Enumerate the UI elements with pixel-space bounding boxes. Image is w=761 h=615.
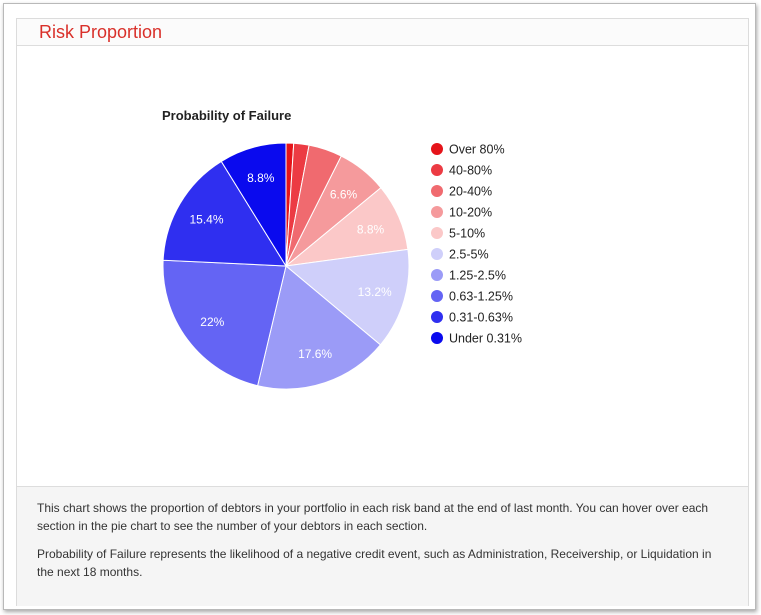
window-frame: Risk Proportion Probability of Failure 6.… — [3, 3, 756, 610]
slice-data-label: 8.8% — [247, 171, 275, 185]
probability-definition: Probability of Failure represents the li… — [37, 547, 712, 579]
legend-marker — [431, 164, 443, 176]
slice-data-label: 8.8% — [357, 223, 385, 237]
risk-proportion-panel: Risk Proportion Probability of Failure 6.… — [16, 18, 749, 606]
chart-description: This chart shows the proportion of debto… — [37, 501, 709, 533]
pie-slice-under-0-31-[interactable] — [220, 142, 287, 268]
pie-slice-0-31-0-63-[interactable] — [162, 160, 287, 267]
slice-data-label: 6.6% — [330, 187, 358, 201]
panel-footer: This chart shows the proportion of debto… — [17, 486, 748, 606]
legend-label[interactable]: Under 0.31% — [449, 332, 522, 346]
legend-label[interactable]: 0.31-0.63% — [449, 311, 513, 325]
legend-label[interactable]: 2.5-5% — [449, 248, 489, 262]
legend-marker — [431, 206, 443, 218]
panel-title: Risk Proportion — [39, 22, 163, 42]
slice-data-label: 15.4% — [189, 213, 223, 227]
legend-label[interactable]: 0.63-1.25% — [449, 290, 513, 304]
panel-header: Risk Proportion — [17, 19, 748, 46]
chart-title: Probability of Failure — [162, 108, 291, 123]
legend-label[interactable]: 40-80% — [449, 164, 492, 178]
pie-slice-1-25-2-5-[interactable] — [257, 265, 382, 390]
legend-marker — [431, 185, 443, 197]
legend-label[interactable]: 5-10% — [449, 227, 485, 241]
legend-marker — [431, 269, 443, 281]
legend-marker — [431, 332, 443, 344]
slice-data-label: 22% — [200, 315, 224, 329]
legend-label[interactable]: 10-20% — [449, 206, 492, 220]
pie-slice-2-5-5-[interactable] — [284, 248, 410, 346]
chart-area: Probability of Failure 6.6% 8.8% 13.2% 17.6%… — [17, 46, 748, 486]
legend-marker — [431, 227, 443, 239]
slice-data-label: 17.6% — [298, 347, 332, 361]
legend-marker — [431, 311, 443, 323]
pie-chart: Probability of Failure 6.6% 8.8% 13.2% 17.6%… — [162, 108, 522, 390]
legend-marker — [431, 248, 443, 260]
legend-label[interactable]: 1.25-2.5% — [449, 269, 506, 283]
slice-data-label: 13.2% — [358, 285, 392, 299]
pie-slice-0-63-1-25-[interactable] — [162, 259, 287, 387]
legend-label[interactable]: Over 80% — [449, 143, 505, 157]
legend-label[interactable]: 20-40% — [449, 185, 492, 199]
legend-marker — [431, 143, 443, 155]
legend-marker — [431, 290, 443, 302]
